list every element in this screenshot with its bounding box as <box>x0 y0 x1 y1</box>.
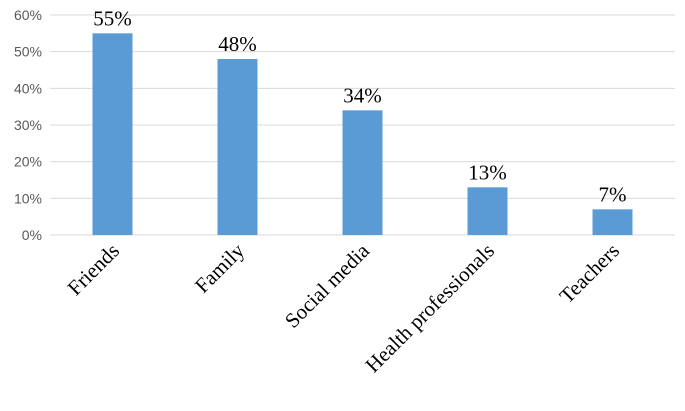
y-tick-label: 60% <box>14 7 42 23</box>
y-tick-label: 20% <box>14 154 42 170</box>
y-tick-label: 40% <box>14 80 42 96</box>
category-label: Friends <box>63 239 125 301</box>
bar <box>217 59 258 235</box>
bars <box>92 33 633 236</box>
y-axis-tick-labels: 0% 10% 20% 30% 40% 50% 60% <box>14 7 42 243</box>
category-label: Family <box>190 238 249 297</box>
data-labels: 55% 48% 34% 13% 7% <box>93 6 626 206</box>
category-label: Teachers <box>555 239 625 309</box>
y-tick-label: 30% <box>14 117 42 133</box>
bar <box>592 209 633 235</box>
category-label: Health professionals <box>360 239 499 378</box>
bar <box>92 33 133 236</box>
data-label: 48% <box>218 32 257 56</box>
data-label: 7% <box>599 182 627 206</box>
y-tick-label: 0% <box>22 227 42 243</box>
data-label: 13% <box>468 160 507 184</box>
category-label: Social media <box>280 238 375 333</box>
bar <box>467 187 508 235</box>
data-label: 34% <box>343 83 382 107</box>
bar <box>342 110 383 235</box>
y-tick-label: 50% <box>14 44 42 60</box>
y-tick-label: 10% <box>14 190 42 206</box>
data-label: 55% <box>93 6 132 30</box>
